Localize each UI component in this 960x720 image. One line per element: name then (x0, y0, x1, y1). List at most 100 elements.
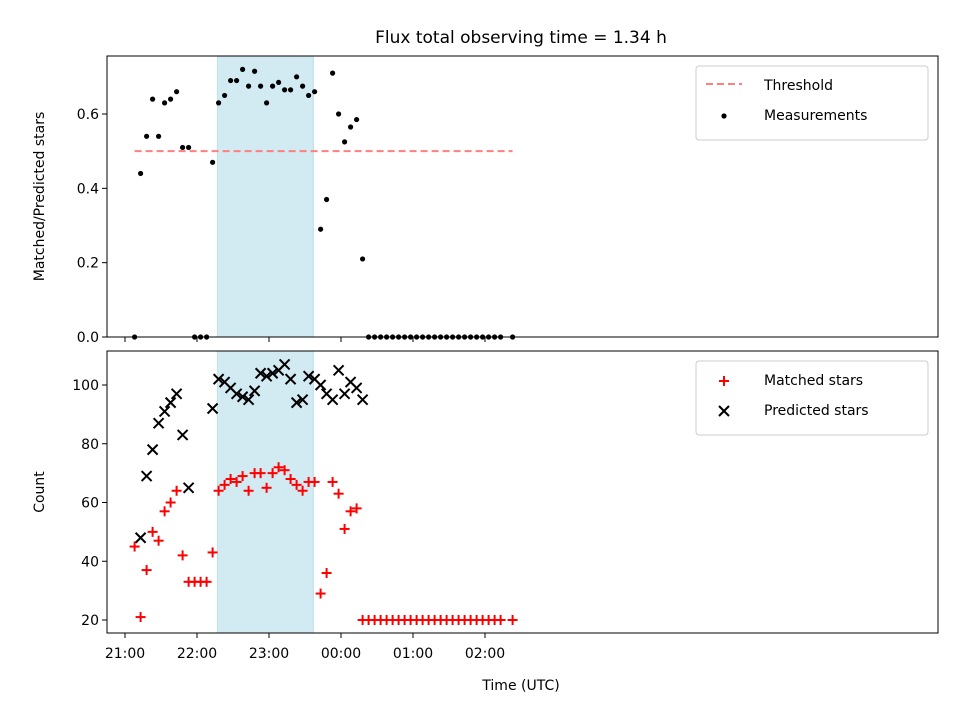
data-point (129, 541, 140, 552)
data-point (234, 77, 240, 84)
legend-swatch (719, 376, 729, 386)
data-point (300, 83, 306, 89)
data-point (176, 429, 189, 441)
data-point (164, 396, 177, 409)
data-point (255, 468, 266, 479)
data-point (243, 485, 254, 496)
y-tick-label: 80 (81, 437, 99, 453)
data-point (165, 497, 176, 508)
data-point (236, 391, 249, 403)
data-point (231, 476, 242, 487)
data-point (158, 405, 171, 418)
data-point (152, 417, 165, 429)
x-tick-label: 01:00 (393, 646, 433, 662)
data-point (201, 576, 212, 587)
legend-label: Threshold (763, 78, 833, 94)
data-point (222, 92, 228, 99)
data-point (291, 479, 302, 490)
data-point (285, 474, 296, 484)
data-point (260, 370, 273, 382)
data-point (350, 382, 363, 394)
series-markers (132, 66, 516, 340)
data-point (177, 550, 188, 561)
data-point (324, 196, 330, 203)
data-point (207, 547, 218, 558)
data-point (186, 144, 192, 151)
data-point (213, 485, 224, 496)
data-point (314, 379, 327, 391)
data-point (333, 488, 344, 499)
data-point (330, 70, 336, 76)
data-point (168, 96, 174, 102)
bottom-panel: 20 40 60 80 100 21:00 22:00 23:00 00:00 01:00 02:0… (32, 350, 939, 662)
data-point (282, 87, 288, 93)
axes-frame (106, 55, 939, 338)
x-tick-label: 21:00 (105, 646, 145, 662)
data-point (138, 170, 144, 177)
data-point (228, 77, 234, 84)
data-point (309, 476, 320, 487)
y-tick-label: 60 (81, 496, 99, 512)
data-point (135, 612, 146, 623)
series-markers (129, 358, 518, 625)
data-point (246, 83, 252, 89)
data-point (140, 470, 153, 482)
data-point (507, 615, 518, 625)
y-tick-label: 0.0 (77, 330, 99, 346)
x-tick-label: 22:00 (177, 646, 217, 662)
y-tick-label: 20 (81, 613, 99, 629)
data-point (356, 393, 369, 406)
data-point (210, 159, 216, 165)
legend-label: Predicted stars (764, 403, 869, 419)
data-point (248, 385, 261, 397)
data-point (345, 506, 356, 517)
data-point (297, 485, 308, 496)
data-point (326, 393, 339, 406)
data-point (212, 373, 225, 385)
axes-frame (106, 350, 939, 634)
data-point (278, 358, 291, 371)
data-point (495, 615, 506, 625)
data-point (273, 462, 284, 473)
observing-window-shading (216, 350, 314, 634)
legend-label: Matched stars (764, 373, 863, 389)
data-point (266, 367, 279, 379)
data-point (174, 89, 180, 95)
data-point (342, 139, 348, 145)
data-point (327, 476, 338, 487)
data-point (279, 465, 290, 476)
data-point (306, 92, 312, 99)
data-point (240, 66, 246, 72)
data-point (284, 373, 297, 385)
observing-window-shading (216, 55, 314, 338)
data-point (141, 565, 152, 576)
legend-swatch (718, 405, 730, 417)
data-point (261, 482, 272, 493)
data-point (332, 364, 345, 377)
data-point (360, 256, 366, 262)
legend-swatch (721, 113, 727, 119)
data-point (254, 367, 267, 379)
x-tick-label: 02:00 (465, 646, 505, 662)
data-point (288, 87, 294, 93)
data-point (216, 100, 222, 106)
data-point (230, 388, 243, 400)
data-point (219, 479, 230, 490)
y-tick-label: 0.2 (77, 256, 99, 272)
y-axis-label: Matched/Predicted stars (32, 112, 48, 282)
y-tick-label: 0.6 (77, 107, 99, 123)
data-point (252, 68, 258, 74)
y-axis-label: Count (32, 471, 48, 513)
data-point (296, 393, 309, 406)
data-point (146, 443, 159, 456)
data-point (312, 89, 318, 95)
top-panel: 0.0 0.2 0.4 0.6 Matched/Predicted stars Thres… (32, 55, 939, 346)
data-point (351, 503, 362, 514)
y-tick-label: 40 (81, 554, 99, 570)
data-point (339, 523, 350, 534)
figure-title: Flux total observing time = 1.34 h (375, 28, 667, 48)
legend-box (695, 360, 929, 436)
data-point (348, 124, 354, 130)
x-tick-label: 23:00 (249, 646, 289, 662)
